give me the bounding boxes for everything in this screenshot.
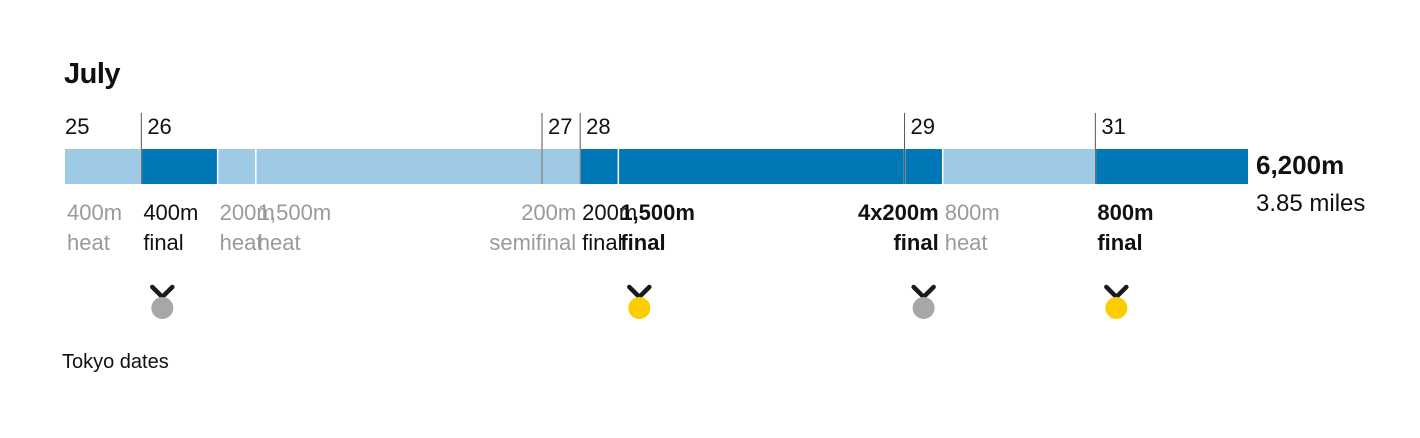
day-label: 28	[586, 114, 610, 139]
segment-bar	[618, 149, 905, 184]
segment-bar	[141, 149, 218, 184]
silver-medal-icon	[912, 297, 935, 319]
day-label: 29	[911, 114, 935, 139]
segment-bar	[255, 149, 543, 184]
event-name-label: 4x200m	[858, 200, 939, 225]
event-round-label: heat	[220, 230, 263, 255]
event-name-label: 800m	[945, 200, 1000, 225]
event-name-label: 1,500m	[258, 200, 331, 225]
silver-medal-ribbon-icon	[150, 284, 175, 301]
footnote: Tokyo dates	[62, 351, 169, 373]
segment-bar	[65, 149, 142, 184]
gold-medal-icon	[1105, 297, 1128, 319]
total-miles-label: 3.85 miles	[1256, 190, 1366, 217]
event-name-label: 800m	[1097, 200, 1153, 225]
segment-bar	[942, 149, 1096, 184]
event-round-label: final	[893, 230, 938, 255]
event-round-label: final	[143, 230, 183, 255]
event-name-label: 1,500m	[620, 200, 695, 225]
event-name-label: 200m	[582, 200, 637, 225]
chart-title: July	[64, 58, 121, 90]
silver-medal-icon	[151, 297, 174, 319]
gold-medal-icon	[628, 297, 651, 319]
segment-bar	[217, 149, 256, 184]
segment-bar	[904, 149, 943, 184]
event-round-label: semifinal	[489, 230, 576, 255]
total-distance-label: 6,200m	[1256, 150, 1345, 180]
event-name-label: 200m	[220, 200, 275, 225]
event-round-label: heat	[67, 230, 110, 255]
segment-bar	[580, 149, 619, 184]
gold-medal-ribbon-icon	[627, 284, 652, 301]
day-label: 31	[1101, 114, 1125, 139]
event-round-label: final	[1097, 230, 1142, 255]
day-label: 26	[147, 114, 171, 139]
event-name-label: 200m	[521, 200, 576, 225]
event-round-label: final	[620, 230, 665, 255]
silver-medal-ribbon-icon	[911, 284, 936, 301]
segment-bar	[542, 149, 581, 184]
event-name-label: 400m	[67, 200, 122, 225]
gold-medal-ribbon-icon	[1104, 284, 1129, 301]
event-name-label: 400m	[143, 200, 198, 225]
day-label: 27	[548, 114, 572, 139]
segment-bar	[1095, 149, 1248, 184]
day-label: 25	[65, 114, 89, 139]
event-round-label: heat	[945, 230, 988, 255]
event-round-label: final	[582, 230, 622, 255]
event-round-label: heat	[258, 230, 301, 255]
